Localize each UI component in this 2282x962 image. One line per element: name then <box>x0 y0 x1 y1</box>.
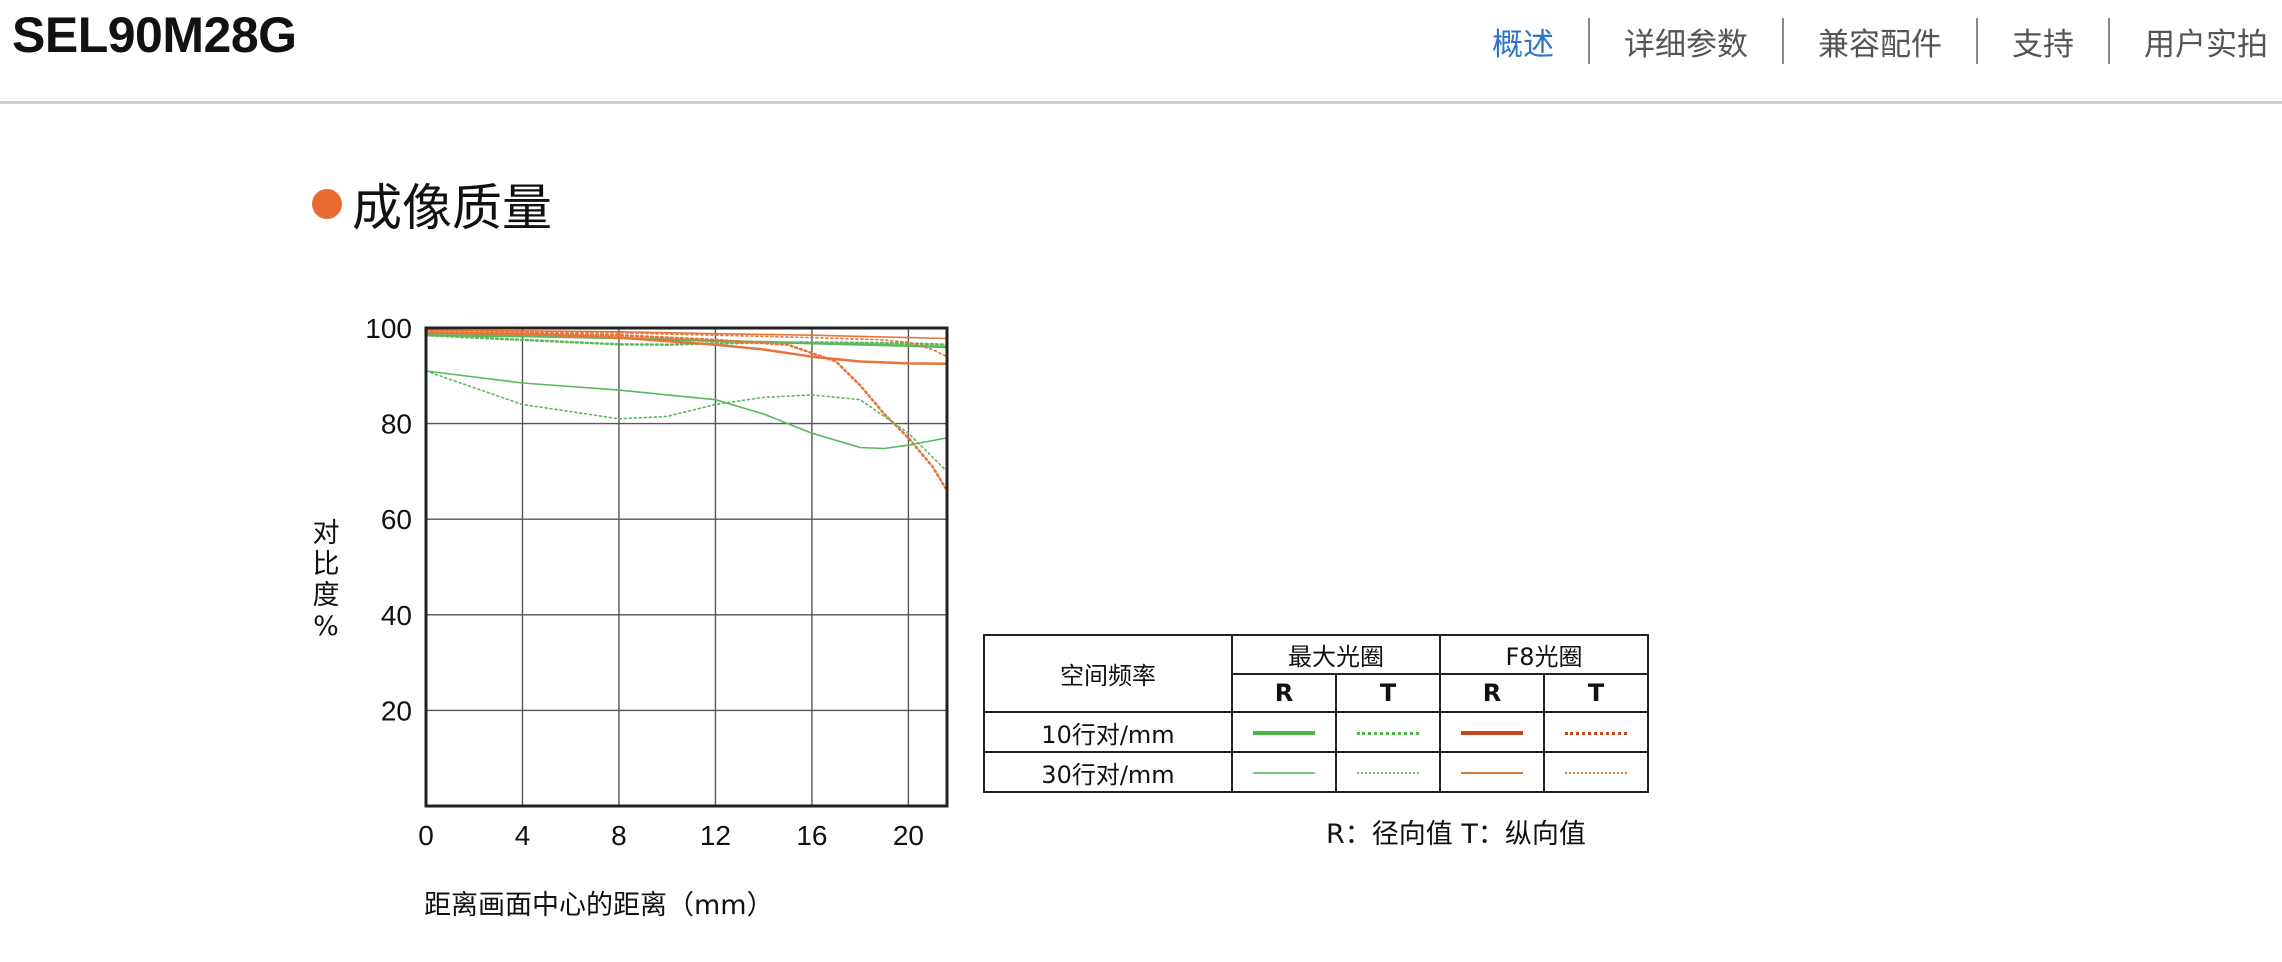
legend-sample-cell <box>1231 711 1337 753</box>
x-tick-label: 8 <box>611 820 627 851</box>
legend-line-sample <box>1461 772 1523 774</box>
legend-subheader-r: R <box>1231 673 1337 713</box>
legend-sample-cell <box>1335 711 1441 753</box>
legend-sample-cell <box>1231 751 1337 793</box>
product-nav: 概述 详细参数 兼容配件 支持 用户实拍 <box>1458 14 2268 68</box>
series-line <box>425 329 948 358</box>
nav-support[interactable]: 支持 <box>2012 26 2074 63</box>
bullet-dot-icon <box>312 189 342 219</box>
legend-sample-cell <box>1335 751 1441 793</box>
legend-subheader-t: T <box>1543 673 1649 713</box>
x-tick-label: 20 <box>893 820 924 851</box>
series-line <box>425 370 948 450</box>
legend-header-frequency: 空间频率 <box>983 634 1233 713</box>
legend-line-sample <box>1565 731 1627 735</box>
y-tick-label: 60 <box>381 504 412 535</box>
legend-line-sample <box>1253 731 1315 735</box>
legend-table: 空间频率 最大光圈 F8光圈 R T R T 10行对/mm 30行对/mm <box>983 634 1649 793</box>
y-tick-label: 40 <box>381 600 412 631</box>
product-title: SEL90M28G <box>12 7 297 63</box>
legend-note: R：径向值 T：纵向值 <box>1326 819 1586 850</box>
legend-line-sample <box>1253 772 1315 774</box>
legend-line-sample <box>1461 731 1523 735</box>
y-axis-title: 对比度% <box>313 518 340 642</box>
legend-sample-cell <box>1439 751 1545 793</box>
legend-row-label: 10行对/mm <box>983 711 1233 753</box>
x-tick-label: 4 <box>515 820 531 851</box>
section-heading: 成像质量 <box>312 168 552 240</box>
legend-row-label: 30行对/mm <box>983 751 1233 793</box>
x-tick-label: 16 <box>796 820 827 851</box>
legend-line-sample <box>1565 772 1627 774</box>
nav-user-photos[interactable]: 用户实拍 <box>2144 26 2268 63</box>
series-line <box>424 331 949 366</box>
nav-separator <box>1782 18 1784 64</box>
section-title: 成像质量 <box>352 179 552 237</box>
y-tick-label: 100 <box>365 313 412 344</box>
nav-overview[interactable]: 概述 <box>1492 26 1554 63</box>
top-bar: SEL90M28G 概述 详细参数 兼容配件 支持 用户实拍 <box>0 0 2282 104</box>
x-tick-label: 0 <box>418 820 434 851</box>
legend-subheader-t: T <box>1335 673 1441 713</box>
y-tick-label: 20 <box>381 695 412 726</box>
x-axis-title: 距离画面中心的距离（mm） <box>424 890 774 921</box>
nav-accessories[interactable]: 兼容配件 <box>1818 26 1942 63</box>
nav-specifications[interactable]: 详细参数 <box>1624 26 1748 63</box>
legend-sample-cell <box>1439 711 1545 753</box>
nav-separator <box>2108 18 2110 64</box>
legend-subheader-r: R <box>1439 673 1545 713</box>
series-line <box>425 370 948 473</box>
nav-separator <box>1588 18 1590 64</box>
plot-frame <box>424 326 949 808</box>
legend-line-sample <box>1357 731 1419 735</box>
series-line <box>424 331 949 492</box>
y-tick-label: 80 <box>381 409 412 440</box>
legend-group-f8: F8光圈 <box>1439 634 1649 675</box>
legend-group-max-aperture: 最大光圈 <box>1231 634 1441 675</box>
legend-sample-cell <box>1543 751 1649 793</box>
nav-separator <box>1976 18 1978 64</box>
x-tick-label: 12 <box>700 820 731 851</box>
legend-line-sample <box>1357 772 1419 774</box>
legend-sample-cell <box>1543 711 1649 753</box>
